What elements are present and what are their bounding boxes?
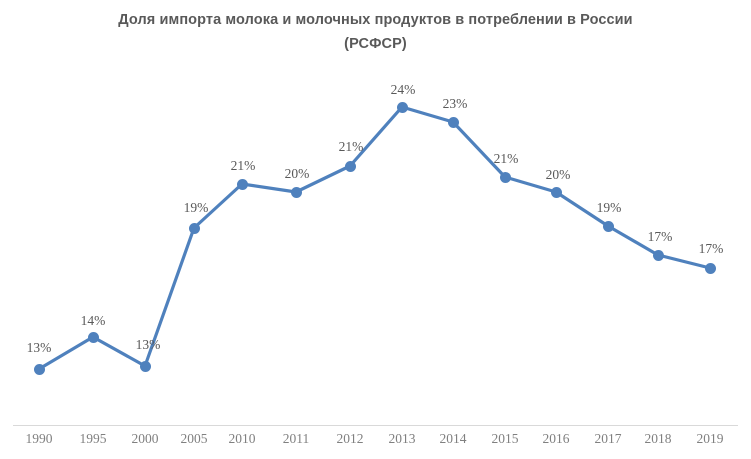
data-point-marker[interactable] <box>652 249 664 261</box>
x-axis-tick-label: 2005 <box>180 431 208 446</box>
data-point-label: 13% <box>135 337 161 352</box>
x-axis-tick-label: 2017 <box>594 431 622 446</box>
data-point-marker[interactable] <box>602 220 614 232</box>
data-point-marker[interactable] <box>499 171 511 183</box>
data-point-label: 19% <box>183 200 209 215</box>
data-point-label: 17% <box>698 241 724 256</box>
x-axis-tick-label: 2011 <box>282 431 310 446</box>
chart-title-line-2: (РСФСР) <box>344 36 407 52</box>
data-point-marker[interactable] <box>139 360 151 372</box>
data-point-label: 23% <box>442 96 468 111</box>
x-axis-tick-label: 2012 <box>336 431 364 446</box>
data-point-marker[interactable] <box>33 363 45 375</box>
data-point-marker[interactable] <box>290 186 302 198</box>
data-point-label: 13% <box>26 340 52 355</box>
x-axis-tick-label: 2015 <box>491 431 519 446</box>
data-point-marker[interactable] <box>87 331 99 343</box>
x-axis-tick-label: 2014 <box>439 431 467 446</box>
data-point-marker[interactable] <box>344 160 356 172</box>
data-point-label: 19% <box>596 200 622 215</box>
x-axis-tick-label: 1995 <box>79 431 107 446</box>
data-point-marker[interactable] <box>396 101 408 113</box>
x-axis-tick-label: 2016 <box>542 431 570 446</box>
data-point-marker[interactable] <box>188 222 200 234</box>
x-axis-tick-label: 2010 <box>228 431 256 446</box>
x-axis-tick-label: 2018 <box>644 431 672 446</box>
data-point-marker[interactable] <box>550 186 562 198</box>
data-point-label: 20% <box>545 167 571 182</box>
chart-title: Доля импорта молока и молочных продуктов… <box>0 8 751 56</box>
data-point-marker[interactable] <box>447 116 459 128</box>
data-point-label: 21% <box>493 151 519 166</box>
data-point-marker[interactable] <box>236 178 248 190</box>
series-polyline <box>37 105 712 371</box>
data-point-label: 17% <box>647 229 673 244</box>
data-point-marker[interactable] <box>704 262 716 274</box>
data-point-label: 21% <box>338 139 364 154</box>
x-axis-tick-label: 2013 <box>388 431 416 446</box>
data-point-label: 21% <box>230 158 256 173</box>
x-axis-tick-label: 2000 <box>131 431 159 446</box>
data-point-label: 20% <box>284 166 310 181</box>
x-axis-tick-label: 1990 <box>25 431 53 446</box>
x-axis-tick-label: 2019 <box>696 431 724 446</box>
data-point-label: 24% <box>390 82 416 97</box>
x-axis-line <box>13 425 738 426</box>
chart-title-line-1: Доля импорта молока и молочных продуктов… <box>118 12 633 28</box>
data-point-label: 14% <box>80 313 106 328</box>
